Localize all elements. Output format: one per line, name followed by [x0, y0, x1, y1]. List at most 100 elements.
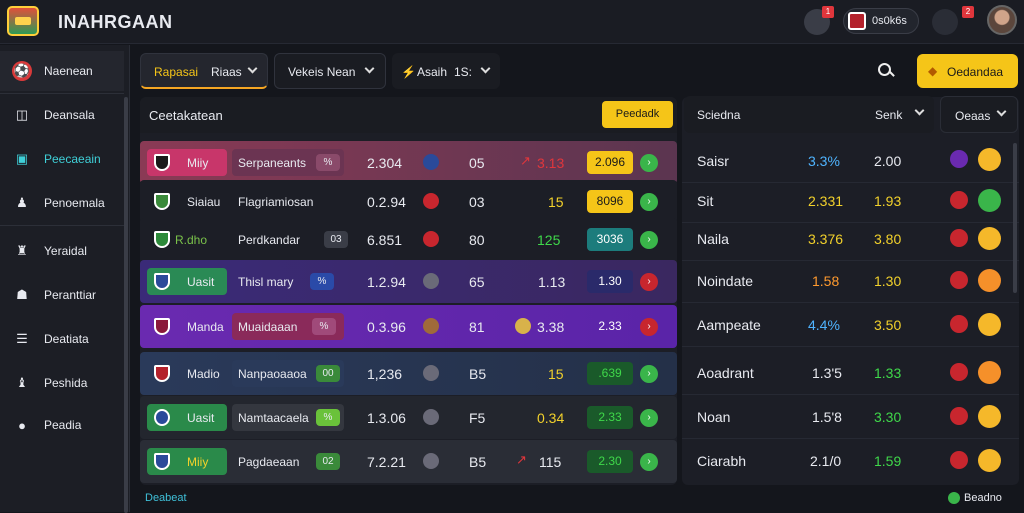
tablet-icon: ▣ [12, 149, 32, 169]
action-icon[interactable]: › [640, 273, 658, 291]
status-icon[interactable] [950, 271, 968, 289]
sidebar-item-yeraidal[interactable]: ♜ Yeraidal [0, 231, 124, 271]
status-dot [423, 318, 439, 334]
odds-pill[interactable]: 2.096 [587, 151, 633, 174]
filter-dropdown-rapasai[interactable]: Rapasai Riaas [140, 53, 268, 89]
sidebar-item-peranttiar[interactable]: ☗ Peranttiar [0, 275, 124, 315]
team-badge: Miiy [147, 149, 227, 176]
odds-pill[interactable]: 1.30 [587, 270, 633, 293]
list-item-value-b: 1.93 [874, 193, 901, 209]
list-item-value-a: 1.5'8 [812, 409, 842, 425]
team-name: Manda [187, 320, 224, 334]
status-icon[interactable] [950, 363, 968, 381]
favorite-icon[interactable] [978, 313, 1001, 336]
list-item[interactable]: Noindate 1.58 1.30 [682, 260, 1019, 303]
club-crest-icon [154, 231, 170, 248]
list-item-value-b: 3.50 [874, 317, 901, 333]
action-icon[interactable]: › [640, 193, 658, 211]
status-icon[interactable] [950, 150, 968, 168]
action-icon[interactable]: › [640, 453, 658, 471]
panel-action-button[interactable]: Peedadk [602, 101, 673, 128]
odds-pill[interactable]: 8096 [587, 190, 633, 213]
status-icon[interactable] [950, 315, 968, 333]
status-icon[interactable] [950, 407, 968, 425]
action-icon[interactable]: › [640, 154, 658, 172]
soccer-icon: ⚽ [12, 61, 32, 81]
footer-link[interactable]: Deabeat [145, 492, 187, 504]
notification-badge: 1 [822, 6, 834, 18]
table-row[interactable]: Siaiau Flagriamiosan 0.2.94 03 15 8096 › [140, 180, 677, 223]
coin-icon [515, 318, 531, 334]
right-filter-label[interactable]: Senk [875, 108, 902, 122]
odds-pill[interactable]: 2.33 [587, 315, 633, 338]
right-filter-dropdown[interactable]: Oeaas [940, 96, 1018, 133]
cta-label: Oedandaa [947, 65, 1003, 79]
odds-pill[interactable]: 2.30 [587, 450, 633, 473]
cta-button[interactable]: ◆ Oedandaa [917, 54, 1018, 88]
list-item[interactable]: Saisr 3.3% 2.00 [682, 140, 1019, 183]
chevron-down-icon[interactable] [915, 107, 923, 115]
list-item-name: Ciarabh [697, 453, 746, 469]
status-icon[interactable] [950, 191, 968, 209]
sidebar-item-deatiata[interactable]: ☰ Deatiata [0, 319, 124, 359]
favorite-icon[interactable] [978, 361, 1001, 384]
sidebar-item-peshida[interactable]: ♝ Peshida [0, 363, 124, 403]
table-row[interactable]: Miiy Pagdaeaan 02 7.2.21 B5 ↗ 115 2.30 › [140, 440, 677, 483]
favorite-icon[interactable] [978, 449, 1001, 472]
table-row[interactable]: Uasit Thisl mary % 1.2.94 65 1.13 1.30 › [140, 260, 677, 303]
avatar[interactable] [987, 5, 1017, 35]
sidebar-item-penoemala[interactable]: ♟ Penoemala [0, 183, 124, 223]
list-item[interactable]: Aampeate 4.4% 3.50 [682, 304, 1019, 347]
list-item[interactable]: Naila 3.376 3.80 [682, 218, 1019, 261]
match-name: Perdkandar [238, 233, 300, 247]
search-icon[interactable] [878, 63, 894, 79]
club-crest-icon [154, 193, 170, 210]
filter-label: Rapasai [154, 65, 198, 79]
favorite-icon[interactable] [978, 227, 1001, 250]
sidebar-item-peecaeain[interactable]: ▣ Peecaeain [0, 139, 124, 179]
sidebar-scrollbar[interactable] [124, 97, 128, 513]
odds-pill[interactable]: 3036 [587, 228, 633, 251]
chat-icon[interactable] [932, 9, 958, 35]
list-item[interactable]: Noan 1.5'8 3.30 [682, 396, 1019, 439]
action-icon[interactable]: › [640, 231, 658, 249]
odds-pill[interactable]: .639 [587, 362, 633, 385]
filter-dropdown-asaih[interactable]: ⚡ Asaih 1S: [392, 53, 500, 89]
odds-pill[interactable]: 2.33 [587, 406, 633, 429]
favorite-icon[interactable] [978, 269, 1001, 292]
panel-header: Ceetakatean [140, 97, 677, 133]
value-1: 6.851 [367, 232, 402, 248]
table-row[interactable]: Manda Muaidaaan % 0.3.96 81 3.38 2.33 › [140, 305, 677, 348]
team-badge: Miiy [147, 448, 227, 475]
list-item[interactable]: Sit 2.331 1.93 [682, 180, 1019, 223]
list-item[interactable]: Aoadrant 1.3'5 1.33 [682, 352, 1019, 395]
table-row[interactable]: R.dho Perdkandar 03 6.851 80 125 3036 › [140, 218, 677, 261]
action-icon[interactable]: › [640, 318, 658, 336]
top-bar: INAHRGAAN 1 0s0k6s 2 [0, 0, 1024, 44]
filter-dropdown-vekeis[interactable]: Vekeis Nean [274, 53, 386, 89]
status-icon[interactable] [950, 229, 968, 247]
action-icon[interactable]: › [640, 409, 658, 427]
table-row[interactable]: Madio Nanpaoaaoa 00 1,236 B5 15 .639 › [140, 352, 677, 395]
favorite-icon[interactable] [978, 189, 1001, 212]
status-dot [423, 193, 439, 209]
favorite-icon[interactable] [978, 405, 1001, 428]
favorite-icon[interactable] [978, 148, 1001, 171]
right-scrollbar[interactable] [1013, 143, 1017, 293]
value-2: 80 [469, 232, 485, 248]
value-2: 65 [469, 274, 485, 290]
panel-title: Ceetakatean [149, 108, 223, 123]
list-item[interactable]: Ciarabh 2.1/0 1.59 [682, 440, 1019, 483]
table-row[interactable]: Uasit Namtaacaela % 1.3.06 F5 0.34 2.33 … [140, 396, 677, 439]
sidebar-item-naenean[interactable]: ⚽ Naenean [0, 51, 124, 91]
user-pill[interactable]: 0s0k6s [843, 8, 919, 34]
ticket-icon: ◆ [928, 64, 937, 78]
status-icon[interactable] [950, 451, 968, 469]
sidebar-item-peadia[interactable]: ● Peadia [0, 405, 124, 445]
sidebar-item-deansala[interactable]: ◫ Deansala [0, 95, 124, 135]
table-row[interactable]: Miiy Serpaneants % 2.304 05 ↗ 3.13 2.096… [140, 141, 677, 184]
list-item-value-a: 3.3% [808, 153, 840, 169]
action-icon[interactable]: › [640, 365, 658, 383]
logo-icon[interactable] [7, 6, 39, 36]
sidebar-item-label: Deatiata [44, 332, 89, 346]
